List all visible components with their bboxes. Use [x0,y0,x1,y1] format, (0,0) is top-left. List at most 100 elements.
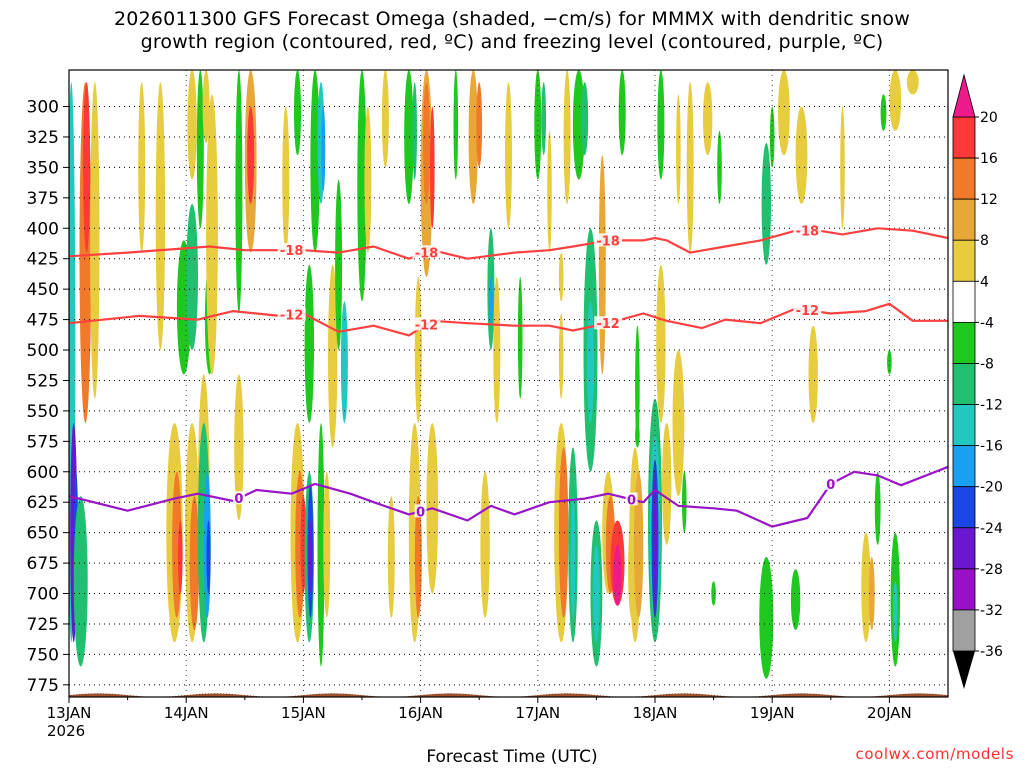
omega-streak [247,106,255,204]
omega-streak [790,569,801,630]
omega-streak [387,496,395,618]
contour-label-bg [594,316,623,330]
y-tick-label: 350 [27,158,59,178]
colorbar-label: -28 [980,562,1003,578]
contour-label: 0 [234,492,243,507]
contour-lines: -18 -18 -18 -18 -12 -12 -12 -12 0 0 0 0 [69,223,948,528]
y-tick-label: 500 [27,341,59,361]
omega-streak [906,70,919,95]
contour-label: -18 [415,246,439,261]
contour-label-bg [277,307,306,321]
colorbar-segment [952,404,976,447]
contour-label: -12 [280,309,304,324]
contour-label: -18 [796,225,820,240]
y-tick-label: 575 [27,432,59,452]
y-tick-label: 325 [27,128,59,148]
omega-streak [541,82,546,156]
omega-streak [558,252,564,302]
omega-streak [412,82,418,180]
omega-streak [547,130,552,253]
omega-streak [656,264,666,423]
omega-streak [558,447,569,618]
y-tick-label: 450 [27,280,59,300]
colorbar-label: -32 [980,603,1003,619]
contour-label-bg [824,476,837,490]
credit-text: coolwx.com/models [855,745,1014,763]
omega-streak [887,350,892,375]
contour-label: -12 [796,304,820,319]
omega-streak [778,70,790,156]
colorbar-label: -12 [980,398,1003,414]
contour-line [69,465,948,528]
colorbar-segment [952,157,976,200]
x-tick-label: 16JAN [398,704,443,722]
omega-streak [880,94,887,131]
contour-label-bg [412,245,441,259]
colorbar-label: -4 [980,315,994,331]
omega-streak [453,70,459,180]
omega-streak [840,106,845,229]
omega-streak [155,82,166,350]
omega-streak [480,471,490,618]
surface-terrain [68,693,949,698]
omega-streak [592,544,600,643]
omega-streak [308,520,313,594]
colorbar-label: 4 [980,274,989,290]
omega-streak [321,106,326,192]
omega-streak [335,179,343,350]
contour-label: 0 [416,505,425,520]
contour-label: 0 [826,478,835,493]
colorbar-segment [952,486,976,529]
omega-streak [83,82,91,253]
omega-streak [414,277,422,423]
contour-label: -12 [415,318,439,333]
colorbar-top-arrow [952,73,976,118]
omega-streak [581,82,589,156]
contour-label-bg [594,233,623,247]
x-axis: 13JAN 14JAN 15JAN 16JAN 17JAN 18JAN 19JAN 20JAN [47,697,912,722]
omega-streak [357,70,367,302]
y-tick-label: 725 [27,615,59,635]
omega-streak [310,70,320,253]
omega-streak [364,106,372,253]
x-tick-label: 14JAN [164,704,209,722]
omega-streak [282,106,290,253]
contour-label-bg [414,504,427,518]
colorbar-label: 20 [980,110,998,126]
omega-streak [686,82,694,253]
colorbar-bottom-arrow [953,651,975,689]
contour-label: 0 [627,493,636,508]
contour-label-bg [412,317,441,331]
colorbar-segment [952,445,976,488]
omega-streak [488,277,493,326]
contour-label-bg [793,303,822,317]
omega-streak [423,82,430,204]
omega-streak [294,70,301,156]
y-tick-label: 425 [27,250,59,270]
colorbar-segment [952,321,976,364]
omega-streak [404,70,414,204]
y-tick-label: 600 [27,463,59,483]
omega-streak [196,70,204,229]
y-tick-label: 375 [27,189,59,209]
omega-streak [598,155,606,375]
y-tick-label: 550 [27,402,59,422]
omega-streak [662,423,672,545]
omega-streak [889,70,902,131]
omega-streak [676,94,681,204]
omega-streak [468,70,478,204]
contour-label: -18 [596,234,620,249]
colorbar-segment [952,280,976,323]
omega-streak [517,276,523,399]
x-tick-label: 18JAN [633,704,678,722]
colorbar-segment [952,239,976,282]
colorbar-segment [952,198,976,241]
contour-label-bg [232,491,245,505]
x-tick-label: 17JAN [515,704,560,722]
y-tick-label: 300 [27,98,59,118]
omega-streak [187,70,197,180]
year-label: 2026 [47,722,86,740]
omega-streak [493,277,501,423]
omega-streak [476,82,483,168]
